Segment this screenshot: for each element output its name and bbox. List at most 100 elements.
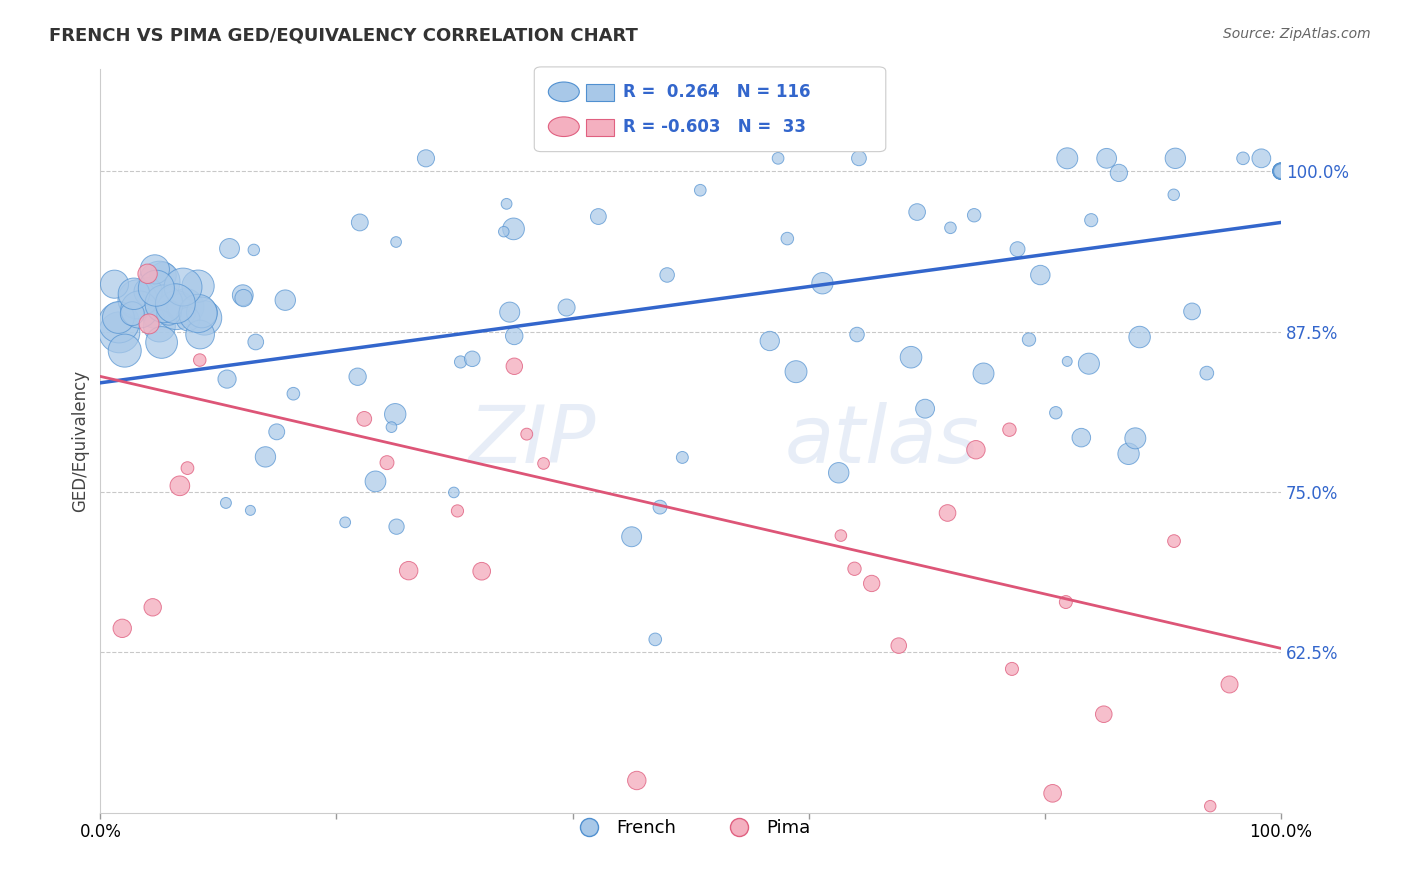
- Point: [644, 632, 666, 647]
- Point: [785, 365, 807, 379]
- Point: [266, 425, 288, 439]
- Point: [188, 353, 211, 368]
- Point: [1270, 164, 1292, 178]
- Point: [254, 450, 277, 464]
- Point: [150, 335, 173, 350]
- Point: [555, 301, 578, 315]
- Point: [121, 307, 143, 321]
- Point: [364, 475, 387, 489]
- Point: [626, 773, 648, 788]
- Point: [1270, 164, 1292, 178]
- Y-axis label: GED/Equivalency: GED/Equivalency: [72, 369, 89, 512]
- Point: [1056, 151, 1078, 165]
- Point: [177, 312, 200, 326]
- Point: [215, 372, 238, 386]
- Point: [443, 485, 465, 500]
- Point: [375, 456, 398, 470]
- Point: [1250, 151, 1272, 165]
- Point: [1195, 366, 1218, 380]
- Point: [103, 277, 125, 292]
- Point: [176, 461, 198, 475]
- Point: [776, 231, 799, 245]
- Point: [148, 318, 170, 333]
- Point: [114, 343, 136, 358]
- Point: [1095, 151, 1118, 165]
- Point: [136, 285, 159, 299]
- Point: [385, 519, 408, 533]
- Text: atlas: atlas: [785, 401, 980, 480]
- Point: [998, 423, 1021, 437]
- Point: [905, 205, 928, 219]
- Point: [1108, 166, 1130, 180]
- Point: [502, 222, 524, 236]
- Point: [1270, 164, 1292, 178]
- Legend: French, Pima: French, Pima: [564, 812, 818, 845]
- Point: [1270, 164, 1292, 178]
- Point: [1270, 164, 1292, 178]
- Point: [346, 369, 368, 384]
- Point: [152, 268, 174, 283]
- Point: [689, 183, 711, 197]
- Point: [243, 243, 266, 257]
- Text: FRENCH VS PIMA GED/EQUIVALENCY CORRELATION CHART: FRENCH VS PIMA GED/EQUIVALENCY CORRELATI…: [49, 27, 638, 45]
- Point: [136, 267, 159, 281]
- Point: [1056, 354, 1078, 368]
- Point: [1270, 164, 1292, 178]
- Point: [828, 466, 851, 480]
- Point: [1270, 164, 1292, 178]
- Point: [1163, 187, 1185, 202]
- Point: [499, 305, 522, 319]
- Point: [758, 334, 780, 348]
- Point: [461, 351, 484, 366]
- Point: [1118, 447, 1140, 461]
- Point: [973, 367, 995, 381]
- Point: [1042, 786, 1064, 800]
- Point: [1270, 164, 1292, 178]
- Point: [232, 288, 254, 302]
- Point: [471, 564, 494, 578]
- Point: [187, 279, 209, 293]
- Point: [128, 302, 150, 317]
- Point: [169, 301, 191, 315]
- Point: [169, 479, 191, 493]
- Point: [1054, 595, 1077, 609]
- Point: [143, 262, 166, 277]
- Point: [385, 235, 408, 249]
- Point: [283, 386, 305, 401]
- Point: [1029, 268, 1052, 282]
- Point: [165, 303, 187, 318]
- Point: [245, 334, 267, 349]
- Point: [811, 277, 834, 291]
- Point: [333, 516, 356, 530]
- Text: R =  0.264   N = 116: R = 0.264 N = 116: [623, 83, 810, 101]
- Point: [860, 576, 883, 591]
- Point: [145, 281, 167, 295]
- Point: [1270, 164, 1292, 178]
- Point: [1001, 662, 1024, 676]
- Point: [588, 210, 610, 224]
- Point: [830, 528, 852, 542]
- Point: [107, 310, 129, 325]
- Point: [671, 450, 693, 465]
- Point: [936, 506, 959, 520]
- Point: [963, 208, 986, 222]
- Point: [380, 420, 402, 434]
- Point: [1199, 799, 1222, 814]
- Point: [1164, 151, 1187, 165]
- Text: Source: ZipAtlas.com: Source: ZipAtlas.com: [1223, 27, 1371, 41]
- Point: [1181, 304, 1204, 318]
- Point: [766, 151, 789, 165]
- Point: [349, 215, 371, 229]
- Point: [384, 407, 406, 421]
- Point: [648, 500, 671, 515]
- Point: [142, 310, 165, 325]
- Point: [503, 329, 526, 343]
- Point: [193, 310, 215, 325]
- Point: [122, 286, 145, 301]
- Point: [1045, 406, 1067, 420]
- Point: [165, 296, 187, 310]
- Point: [620, 530, 643, 544]
- Point: [844, 562, 866, 576]
- Point: [450, 355, 472, 369]
- Point: [1007, 242, 1029, 256]
